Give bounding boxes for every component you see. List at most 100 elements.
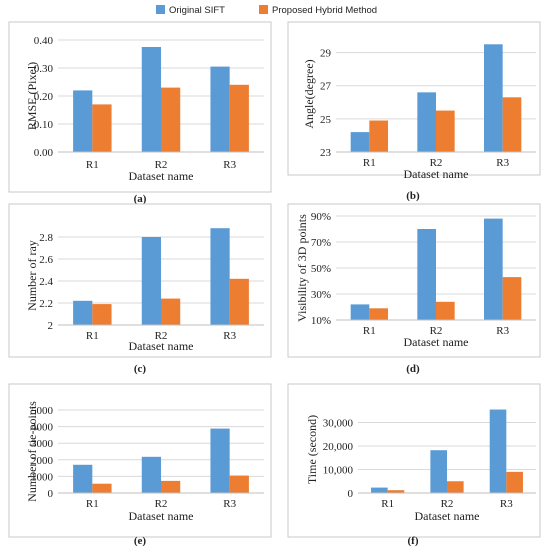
bar-original-sift-r3 <box>210 66 230 152</box>
x-axis-title: Dataset name <box>415 509 480 523</box>
x-tick-label: R3 <box>223 498 236 510</box>
subfigure-caption: (a) <box>134 193 147 205</box>
bar-original-sift-r1 <box>73 464 93 493</box>
bar-hybrid-r3 <box>502 277 522 320</box>
y-tick-label: 50% <box>311 263 331 275</box>
bar-original-sift-r2 <box>417 92 436 152</box>
bar-hybrid-r3 <box>506 471 523 493</box>
bar-hybrid-r1 <box>92 304 112 325</box>
x-tick-label: R1 <box>363 325 376 337</box>
panel-frame <box>287 203 541 358</box>
x-tick-label: R1 <box>86 498 99 510</box>
subplot-d: 10% 30% 50% 70% 90% R1 R2 R3 Dataset name Visibil… <box>287 203 541 375</box>
x-axis-title: Dataset name <box>404 167 469 181</box>
bar-hybrid-r1 <box>387 490 405 493</box>
x-tick-label: R1 <box>86 159 99 171</box>
bar-hybrid-r3 <box>229 278 249 325</box>
legend-swatch-original-sift <box>156 5 165 14</box>
y-tick-label: 2 <box>48 320 54 332</box>
subfigure-caption: (d) <box>406 363 420 375</box>
y-tick-label: 2.4 <box>39 276 53 288</box>
y-tick-label: 5000 <box>31 405 54 417</box>
y-tick-label: 0.10 <box>34 119 54 131</box>
x-tick-label: R3 <box>223 330 236 342</box>
subplot-c: 2 2.2 2.4 2.6 2.8 R1 R2 R3 Dataset name Number of… <box>8 203 272 375</box>
bar-original-sift-r1 <box>371 487 388 493</box>
bar-original-sift-r3 <box>489 409 507 493</box>
legend-swatch-hybrid <box>259 5 268 14</box>
y-tick-label: 23 <box>320 147 332 159</box>
x-axis-title: Dataset name <box>129 339 194 353</box>
panel-frame <box>8 383 272 538</box>
y-axis-title: Number of tie-points <box>25 401 39 502</box>
subfigure-caption: (c) <box>134 363 147 375</box>
y-tick-label: 70% <box>311 237 331 249</box>
y-tick-label: 0.30 <box>34 63 54 75</box>
y-tick-label: 0 <box>48 488 54 500</box>
x-tick-label: R1 <box>363 157 376 169</box>
y-tick-label: 2000 <box>31 455 54 467</box>
bar-hybrid-r2 <box>161 480 181 493</box>
panel-frame <box>8 203 272 358</box>
subfigure-caption: (e) <box>134 535 147 547</box>
bar-original-sift-r2 <box>141 47 161 152</box>
bar-original-sift-r2 <box>430 450 447 493</box>
bar-hybrid-r3 <box>229 475 249 493</box>
panel-frame <box>287 383 541 538</box>
y-axis-title: Number of ray <box>25 240 39 311</box>
x-tick-label: R2 <box>441 498 454 510</box>
legend-label-original-sift: Original SIFT <box>169 5 225 16</box>
y-tick-label: 3000 <box>31 438 54 450</box>
y-tick-label: 2.6 <box>39 254 53 266</box>
subplot-a: 0.00 0.10 0.20 0.30 0.40 R1 R2 R3 Dataset name RM… <box>8 21 272 205</box>
x-axis-title: Dataset name <box>129 169 194 183</box>
y-tick-label: 90% <box>311 211 331 223</box>
legend-label-hybrid: Proposed Hybrid Method <box>272 5 377 16</box>
y-axis-title: Visibility of 3D points <box>295 214 309 322</box>
bar-original-sift-r3 <box>484 218 503 320</box>
y-tick-label: 10,000 <box>323 464 354 476</box>
x-tick-label: R2 <box>155 498 168 510</box>
bar-original-sift-r2 <box>141 456 161 493</box>
panel-frame <box>8 21 272 193</box>
subplot-f: 0 10,000 20,000 30,000 R1 R2 R3 Dataset name Tim… <box>287 383 541 547</box>
bar-hybrid-r2 <box>161 298 181 325</box>
subfigure-caption: (f) <box>408 535 419 547</box>
subplot-b: 23 25 27 29 R1 R2 R3 Dataset name Angle(degree) (… <box>287 21 541 202</box>
y-tick-label: 4000 <box>31 422 54 434</box>
bar-original-sift-r1 <box>73 300 93 325</box>
y-tick-label: 2.2 <box>39 298 53 310</box>
x-axis-title: Dataset name <box>129 509 194 523</box>
x-tick-label: R2 <box>430 325 443 337</box>
bar-original-sift-r1 <box>350 132 370 152</box>
x-tick-label: R1 <box>86 330 99 342</box>
bar-hybrid-r1 <box>369 120 388 152</box>
bar-original-sift-r1 <box>350 304 370 320</box>
y-tick-label: 29 <box>320 48 332 60</box>
y-tick-label: 27 <box>320 81 332 93</box>
x-tick-label: R3 <box>496 157 509 169</box>
y-axis-title: Angle(degree) <box>302 59 316 128</box>
x-tick-label: R3 <box>496 325 509 337</box>
bar-hybrid-r1 <box>92 104 112 152</box>
y-tick-label: 25 <box>320 114 332 126</box>
y-axis-title: Time (second) <box>305 415 319 484</box>
y-tick-label: 1000 <box>31 471 54 483</box>
bar-hybrid-r2 <box>161 87 181 152</box>
x-tick-label: R2 <box>430 157 443 169</box>
y-axis-title: RMSE (Pixel) <box>25 62 39 130</box>
subplot-e: 0 1000 2000 3000 4000 5000 R1 R2 R3 Dataset name N… <box>8 383 272 547</box>
bar-original-sift-r2 <box>141 237 161 325</box>
y-tick-label: 0.20 <box>34 91 54 103</box>
bar-hybrid-r1 <box>369 308 388 320</box>
bar-original-sift-r3 <box>210 428 230 493</box>
y-tick-label: 30% <box>311 289 331 301</box>
bar-original-sift-r3 <box>210 228 230 325</box>
bar-hybrid-r2 <box>436 110 455 152</box>
bar-hybrid-r1 <box>92 483 112 493</box>
x-tick-label: R3 <box>500 498 513 510</box>
y-tick-label: 10% <box>311 315 331 327</box>
legend: Original SIFT Proposed Hybrid Method <box>156 5 377 16</box>
subfigure-caption: (b) <box>406 190 420 202</box>
